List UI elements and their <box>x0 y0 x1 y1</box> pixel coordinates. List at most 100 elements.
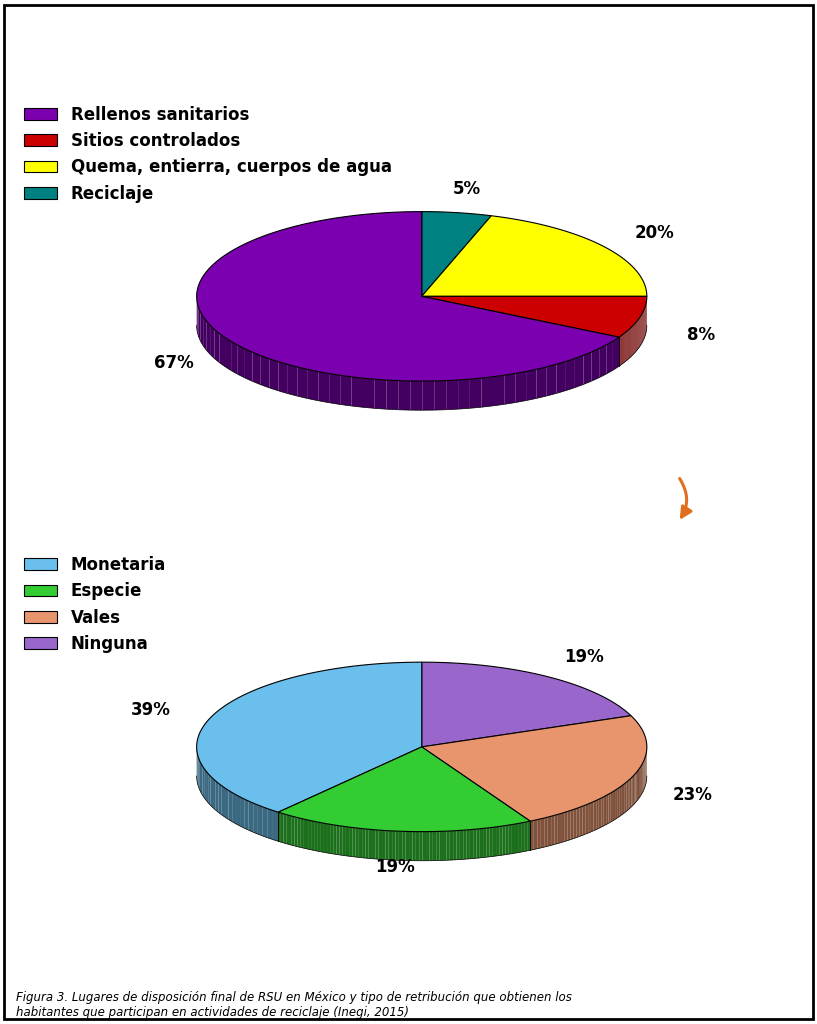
Polygon shape <box>248 801 253 833</box>
Polygon shape <box>327 823 330 853</box>
Polygon shape <box>342 826 346 856</box>
Polygon shape <box>216 781 219 812</box>
Polygon shape <box>527 821 530 851</box>
Polygon shape <box>232 793 236 824</box>
Polygon shape <box>638 769 639 800</box>
Polygon shape <box>340 376 351 406</box>
Polygon shape <box>588 803 591 834</box>
Polygon shape <box>561 812 565 843</box>
Polygon shape <box>538 819 541 849</box>
Polygon shape <box>530 820 534 850</box>
Polygon shape <box>315 821 318 851</box>
Polygon shape <box>516 372 526 402</box>
Polygon shape <box>521 822 525 852</box>
Polygon shape <box>574 808 577 839</box>
Polygon shape <box>537 367 547 398</box>
Polygon shape <box>470 378 481 409</box>
Polygon shape <box>515 823 518 853</box>
Polygon shape <box>430 831 433 861</box>
Polygon shape <box>359 828 362 858</box>
Polygon shape <box>525 822 527 852</box>
Polygon shape <box>375 379 386 410</box>
Polygon shape <box>399 381 410 410</box>
Polygon shape <box>330 824 333 854</box>
Polygon shape <box>565 811 568 842</box>
Polygon shape <box>219 783 221 815</box>
Polygon shape <box>443 831 446 860</box>
Polygon shape <box>627 780 628 811</box>
Polygon shape <box>355 827 359 857</box>
Polygon shape <box>470 829 473 859</box>
Polygon shape <box>297 367 308 398</box>
Polygon shape <box>363 378 375 409</box>
Polygon shape <box>440 831 443 860</box>
Polygon shape <box>450 830 453 860</box>
Polygon shape <box>577 807 579 838</box>
Polygon shape <box>362 828 365 858</box>
Polygon shape <box>422 381 435 411</box>
Polygon shape <box>518 823 521 853</box>
Polygon shape <box>225 338 231 371</box>
Polygon shape <box>591 802 594 831</box>
Polygon shape <box>292 816 295 846</box>
Polygon shape <box>493 375 504 406</box>
Polygon shape <box>289 815 292 845</box>
Polygon shape <box>463 829 467 859</box>
Polygon shape <box>583 805 585 836</box>
Polygon shape <box>245 349 252 381</box>
Polygon shape <box>419 831 422 861</box>
Polygon shape <box>270 358 279 391</box>
Polygon shape <box>229 791 232 821</box>
Polygon shape <box>473 829 476 858</box>
Polygon shape <box>579 806 583 837</box>
Polygon shape <box>349 827 352 857</box>
Polygon shape <box>547 365 556 396</box>
Polygon shape <box>297 817 300 848</box>
Polygon shape <box>220 334 225 367</box>
Text: 5%: 5% <box>453 180 481 199</box>
Polygon shape <box>446 380 458 410</box>
Polygon shape <box>639 767 640 798</box>
Polygon shape <box>268 809 273 840</box>
Polygon shape <box>283 814 286 844</box>
Polygon shape <box>203 766 204 798</box>
Polygon shape <box>203 316 207 350</box>
Text: 19%: 19% <box>375 857 414 876</box>
Polygon shape <box>263 807 268 838</box>
Polygon shape <box>594 801 596 830</box>
Polygon shape <box>199 761 201 793</box>
Polygon shape <box>551 815 555 846</box>
Polygon shape <box>547 816 551 846</box>
Text: 19%: 19% <box>564 648 604 667</box>
Polygon shape <box>601 797 604 827</box>
Polygon shape <box>506 825 509 855</box>
Polygon shape <box>426 831 430 861</box>
Polygon shape <box>211 776 213 808</box>
Polygon shape <box>279 361 288 393</box>
Polygon shape <box>483 828 486 857</box>
Polygon shape <box>346 826 349 856</box>
Polygon shape <box>238 345 245 378</box>
Polygon shape <box>486 827 489 857</box>
Legend: Monetaria, Especie, Vales, Ninguna: Monetaria, Especie, Vales, Ninguna <box>17 550 172 659</box>
Polygon shape <box>221 785 225 817</box>
Polygon shape <box>208 774 211 805</box>
Polygon shape <box>258 805 263 836</box>
Polygon shape <box>457 830 460 860</box>
Polygon shape <box>198 756 199 787</box>
Polygon shape <box>236 795 240 826</box>
Polygon shape <box>261 355 270 388</box>
Polygon shape <box>436 831 440 860</box>
Polygon shape <box>641 765 642 795</box>
Polygon shape <box>201 764 203 796</box>
Polygon shape <box>324 823 327 853</box>
Polygon shape <box>555 814 558 845</box>
Polygon shape <box>604 796 606 826</box>
Polygon shape <box>389 830 392 860</box>
Polygon shape <box>509 824 512 854</box>
Legend: Rellenos sanitarios, Sitios controlados, Quema, entierra, cuerpos de agua, Recic: Rellenos sanitarios, Sitios controlados,… <box>17 99 399 209</box>
Polygon shape <box>613 337 619 371</box>
Polygon shape <box>244 799 248 830</box>
Polygon shape <box>198 303 199 337</box>
Polygon shape <box>365 829 368 858</box>
